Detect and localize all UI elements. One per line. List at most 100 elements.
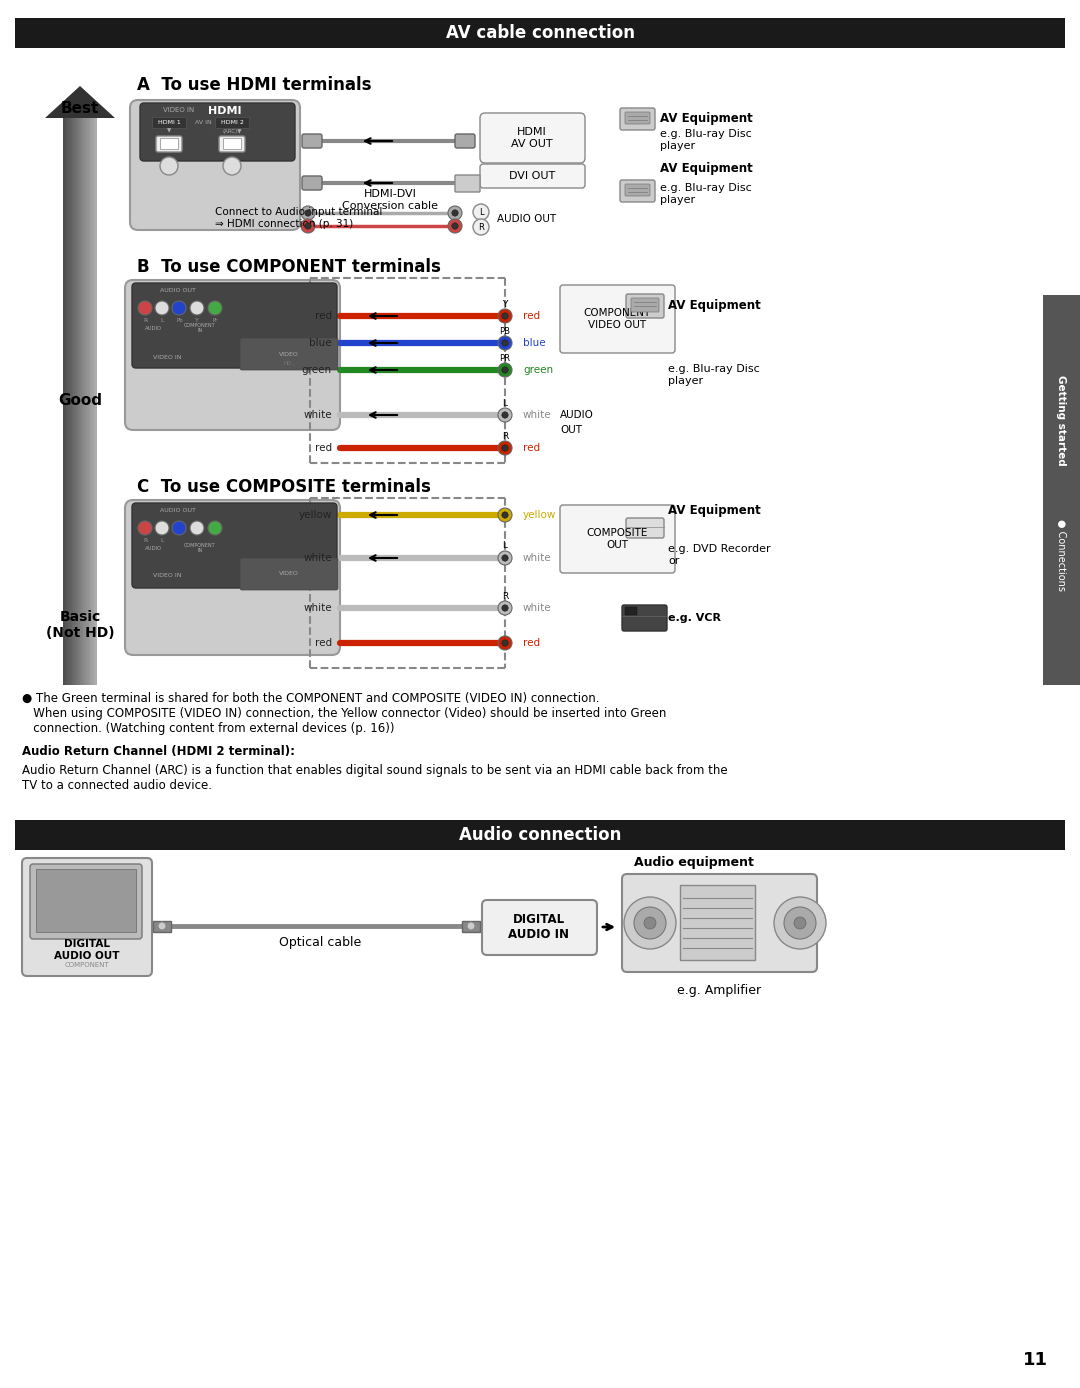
- Text: B  To use COMPONENT terminals: B To use COMPONENT terminals: [137, 258, 441, 276]
- Text: HD..: HD..: [283, 361, 295, 365]
- Text: green: green: [523, 365, 553, 375]
- Polygon shape: [71, 118, 73, 686]
- FancyBboxPatch shape: [455, 135, 475, 149]
- Bar: [15, 820, 1065, 849]
- Text: VIDEO: VIDEO: [279, 351, 299, 357]
- Circle shape: [502, 640, 509, 647]
- Text: HDMI-DVI
Conversion cable: HDMI-DVI Conversion cable: [342, 189, 438, 211]
- Text: e.g. Amplifier: e.g. Amplifier: [677, 984, 761, 997]
- FancyBboxPatch shape: [631, 298, 659, 312]
- Circle shape: [498, 408, 512, 422]
- Text: white: white: [303, 409, 332, 421]
- Text: yellow: yellow: [523, 509, 556, 520]
- Text: L: L: [160, 537, 164, 543]
- Text: AV Equipment: AV Equipment: [669, 504, 760, 516]
- FancyBboxPatch shape: [130, 100, 300, 230]
- Text: white: white: [303, 602, 332, 613]
- Circle shape: [644, 917, 656, 929]
- Text: Getting started: Getting started: [1056, 375, 1066, 465]
- FancyBboxPatch shape: [132, 502, 337, 589]
- Circle shape: [473, 219, 489, 235]
- Polygon shape: [75, 118, 77, 686]
- Circle shape: [208, 301, 222, 315]
- Text: yellow: yellow: [299, 509, 332, 520]
- Circle shape: [451, 223, 458, 229]
- Circle shape: [502, 312, 509, 319]
- Circle shape: [172, 301, 186, 315]
- Polygon shape: [66, 118, 68, 686]
- Text: OUT: OUT: [561, 425, 582, 434]
- Text: white: white: [523, 552, 552, 564]
- FancyBboxPatch shape: [561, 505, 675, 573]
- Bar: [152, 117, 186, 128]
- FancyBboxPatch shape: [561, 285, 675, 353]
- Text: AV cable connection: AV cable connection: [446, 24, 635, 42]
- Text: AUDIO OUT: AUDIO OUT: [497, 214, 556, 223]
- Bar: [153, 922, 171, 931]
- Polygon shape: [68, 118, 70, 686]
- Text: AUDIO: AUDIO: [145, 326, 162, 330]
- Text: e.g. Blu-ray Disc
player: e.g. Blu-ray Disc player: [660, 129, 752, 151]
- FancyBboxPatch shape: [625, 112, 650, 124]
- Text: Optical cable: Optical cable: [279, 936, 361, 948]
- Text: VIDEO IN: VIDEO IN: [163, 107, 194, 112]
- Circle shape: [502, 555, 509, 561]
- Circle shape: [467, 922, 475, 930]
- FancyBboxPatch shape: [240, 339, 338, 371]
- Text: red: red: [315, 638, 332, 648]
- FancyBboxPatch shape: [480, 112, 585, 162]
- Circle shape: [502, 366, 509, 373]
- Circle shape: [301, 205, 315, 221]
- Circle shape: [448, 205, 462, 221]
- Text: white: white: [523, 409, 552, 421]
- Bar: [680, 886, 755, 960]
- Text: AV IN: AV IN: [194, 119, 212, 125]
- Text: 11: 11: [1023, 1351, 1048, 1369]
- Circle shape: [784, 906, 816, 940]
- Text: L: L: [502, 540, 508, 550]
- Circle shape: [305, 210, 311, 217]
- FancyBboxPatch shape: [626, 294, 664, 318]
- Polygon shape: [65, 118, 66, 686]
- Circle shape: [138, 520, 152, 534]
- Text: VIDEO: VIDEO: [279, 570, 299, 576]
- Circle shape: [156, 301, 168, 315]
- FancyBboxPatch shape: [22, 858, 152, 976]
- Text: R: R: [143, 318, 147, 322]
- Text: e.g. DVD Recorder
or: e.g. DVD Recorder or: [669, 544, 771, 566]
- Text: R: R: [143, 537, 147, 543]
- Text: COMPONENT
IN: COMPONENT IN: [185, 322, 216, 333]
- Circle shape: [473, 204, 489, 221]
- Text: Best: Best: [60, 100, 99, 115]
- Circle shape: [190, 520, 204, 534]
- FancyBboxPatch shape: [455, 175, 480, 192]
- FancyBboxPatch shape: [625, 185, 650, 196]
- FancyBboxPatch shape: [620, 180, 654, 203]
- Text: DIGITAL
AUDIO OUT: DIGITAL AUDIO OUT: [54, 940, 120, 960]
- FancyBboxPatch shape: [626, 518, 664, 539]
- Circle shape: [794, 917, 806, 929]
- Circle shape: [498, 508, 512, 522]
- Text: Y: Y: [502, 300, 508, 308]
- Bar: [36, 869, 136, 931]
- Text: R: R: [478, 222, 484, 232]
- Text: Pb: Pb: [177, 318, 184, 322]
- Text: HDMI: HDMI: [208, 105, 242, 117]
- Polygon shape: [85, 118, 86, 686]
- FancyBboxPatch shape: [140, 103, 295, 161]
- Text: DVI OUT: DVI OUT: [509, 171, 555, 180]
- Text: AUDIO OUT: AUDIO OUT: [160, 508, 195, 512]
- Text: Basic
(Not HD): Basic (Not HD): [45, 609, 114, 640]
- Circle shape: [624, 897, 676, 949]
- Bar: [160, 137, 178, 149]
- FancyBboxPatch shape: [132, 283, 337, 368]
- Polygon shape: [70, 118, 71, 686]
- Bar: [462, 922, 480, 931]
- FancyBboxPatch shape: [622, 874, 816, 972]
- FancyBboxPatch shape: [302, 176, 322, 190]
- Text: COMPOSITE
OUT: COMPOSITE OUT: [586, 529, 648, 550]
- FancyBboxPatch shape: [620, 108, 654, 130]
- Polygon shape: [73, 118, 75, 686]
- Text: Y: Y: [195, 318, 199, 322]
- Polygon shape: [92, 118, 94, 686]
